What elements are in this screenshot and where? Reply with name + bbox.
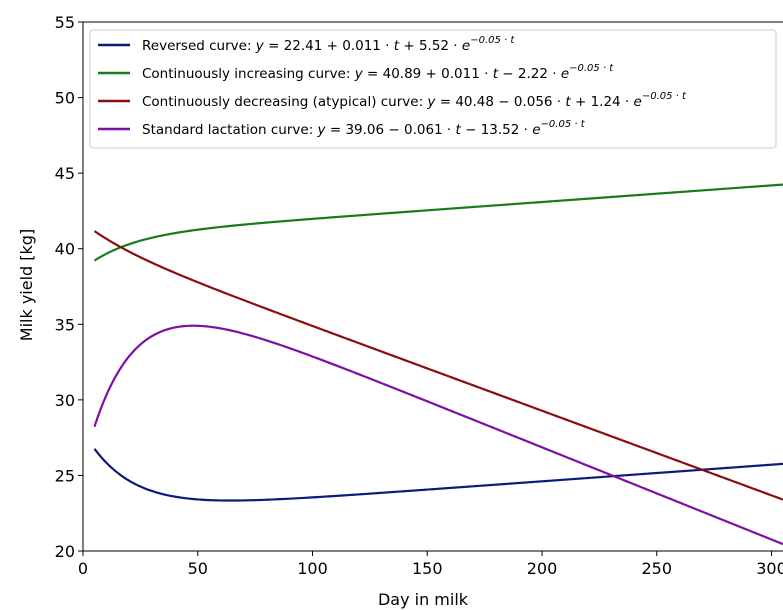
x-tick-label: 300 [756,559,783,578]
series-line-2 [93,183,783,262]
y-tick-label: 55 [55,13,75,32]
legend: Reversed curve: y = 22.41 + 0.011 · t + … [89,29,777,149]
series-line-1 [93,448,783,502]
x-tick-label: 100 [297,559,328,578]
x-tick-label: 200 [527,559,558,578]
series-line-4 [93,324,783,546]
y-tick-label: 40 [55,240,75,259]
legend-entry-4: Standard lactation curve: y = 39.06 − 0.… [142,119,586,138]
axes: 0 50 100 150 200 250 300 20 25 30 35 40 45 50 55 [55,13,783,578]
legend-entry-1: Reversed curve: y = 22.41 + 0.011 · t + … [142,35,515,54]
y-tick-label: 45 [55,164,75,183]
y-tick-label: 50 [55,89,75,108]
y-tick-label: 25 [55,466,75,485]
y-tick-label: 20 [55,542,75,561]
x-tick-label: 250 [641,559,672,578]
legend-entry-2: Continuously increasing curve: y = 40.89… [142,63,614,82]
legend-entry-3: Continuously decreasing (atypical) curve… [142,91,687,110]
y-tick-label: 30 [55,391,75,410]
y-tick-label: 35 [55,315,75,334]
x-tick-label: 150 [412,559,443,578]
y-axis-label: Milk yield [kg] [17,229,36,341]
legend-box [89,29,777,149]
x-tick-label: 0 [78,559,88,578]
x-tick-label: 50 [188,559,208,578]
plot-area [93,183,783,546]
series-line-3 [93,230,783,501]
x-axis-label: Day in milk [378,590,469,609]
